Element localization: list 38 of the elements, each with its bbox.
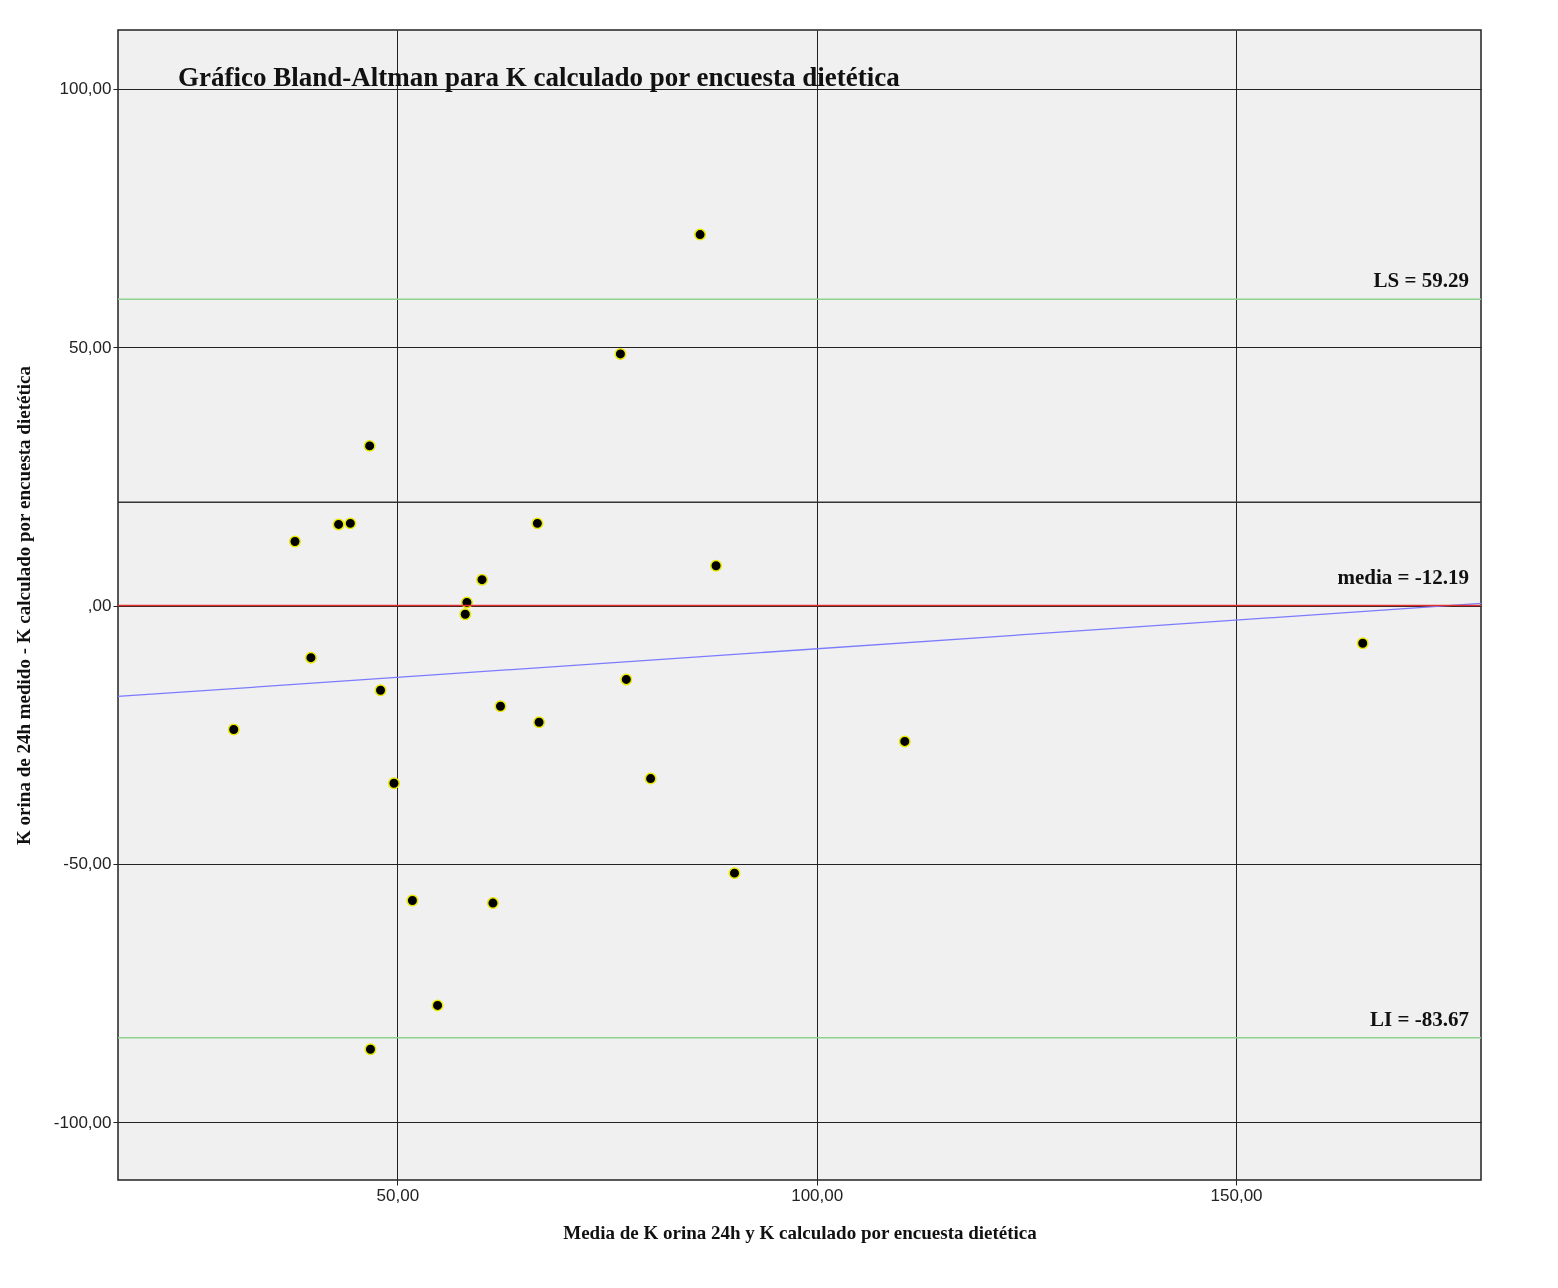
y-tick-label: ,00 [87, 596, 112, 616]
x-axis-title: Media de K orina 24h y K calculado por encuesta dietética [563, 1221, 1038, 1243]
point [728, 867, 741, 880]
point [459, 608, 472, 621]
point [476, 573, 489, 586]
annotation: media = -12.19 [1337, 564, 1469, 589]
point [531, 517, 544, 530]
point [614, 347, 627, 360]
y-tick-label: 100,00 [59, 79, 112, 99]
point [344, 517, 357, 530]
ref-line-label: LI = -83.67 [1370, 1006, 1469, 1031]
point [304, 651, 317, 664]
point [898, 735, 911, 748]
point [694, 228, 707, 241]
point [387, 777, 400, 790]
point [364, 1043, 377, 1056]
point [431, 999, 444, 1012]
point [288, 535, 301, 548]
point [1356, 637, 1369, 650]
point [332, 518, 345, 531]
y-tick-label: -50,00 [63, 854, 112, 874]
point [486, 897, 499, 910]
point [620, 673, 633, 686]
y-tick-label: 50,00 [68, 337, 112, 357]
x-tick-label: 100,00 [791, 1185, 844, 1205]
point [710, 559, 723, 572]
point [374, 684, 387, 697]
y-tick-label: -100,00 [53, 1112, 112, 1132]
point [227, 723, 240, 736]
ref-line-label: LS = 59.29 [1373, 268, 1469, 293]
x-tick-label: 150,00 [1210, 1185, 1263, 1205]
point [533, 716, 546, 729]
point [644, 772, 657, 785]
point [363, 439, 376, 452]
point [494, 700, 507, 713]
y-axis-title: K orina de 24h medido - K calculado por encuesta dietética [12, 365, 34, 845]
point [406, 894, 419, 907]
x-tick-label: 50,00 [376, 1185, 420, 1205]
